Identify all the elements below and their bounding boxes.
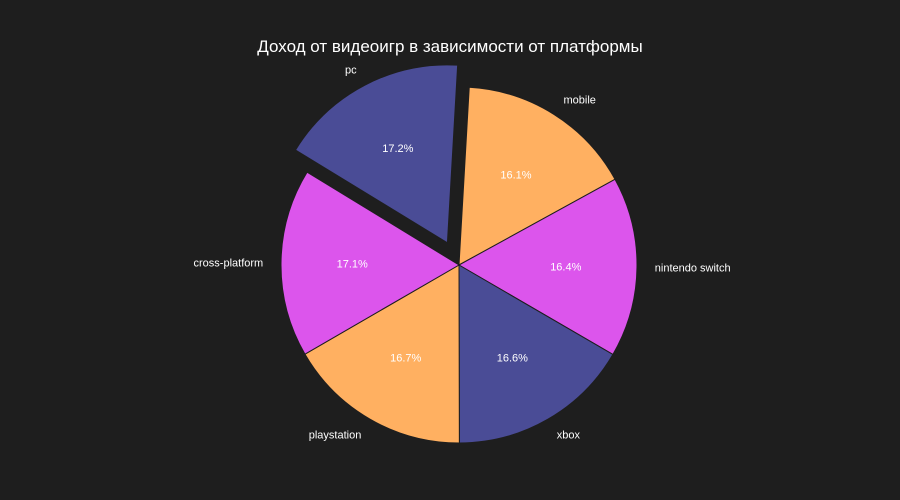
- pie-slice-playstation: [304, 264, 460, 444]
- pie-slice-mobile: [458, 86, 616, 266]
- pct-label-cross-platform: 17.1%: [337, 259, 368, 271]
- slice-label-mobile: mobile: [563, 94, 595, 106]
- chart-title: Доход от видеоигр в зависимости от платф…: [257, 37, 642, 56]
- slices-layer: [280, 64, 638, 444]
- pct-label-xbox: 16.6%: [497, 353, 528, 365]
- slice-label-xbox: xbox: [557, 430, 581, 442]
- labels-layer: 16.1% mobile 16.4% nintendo switch 16.6% xbox…: [194, 64, 731, 441]
- pct-label-mobile: 16.1%: [500, 170, 531, 182]
- pie-slice-pc: [294, 64, 459, 244]
- slice-label-playstation: playstation: [309, 430, 362, 442]
- pct-label-nintendo-switch: 16.4%: [550, 261, 581, 273]
- pie-slice-xbox: [458, 264, 614, 444]
- slice-label-cross-platform: cross-platform: [194, 258, 264, 270]
- slice-label-pc: pc: [345, 64, 357, 76]
- pie-slice-nintendo-switch: [457, 178, 638, 356]
- pie-slice-cross-platform: [280, 171, 460, 355]
- slice-label-nintendo-switch: nintendo switch: [655, 262, 731, 274]
- pct-label-pc: 17.2%: [382, 143, 413, 155]
- pct-label-playstation: 16.7%: [390, 353, 421, 365]
